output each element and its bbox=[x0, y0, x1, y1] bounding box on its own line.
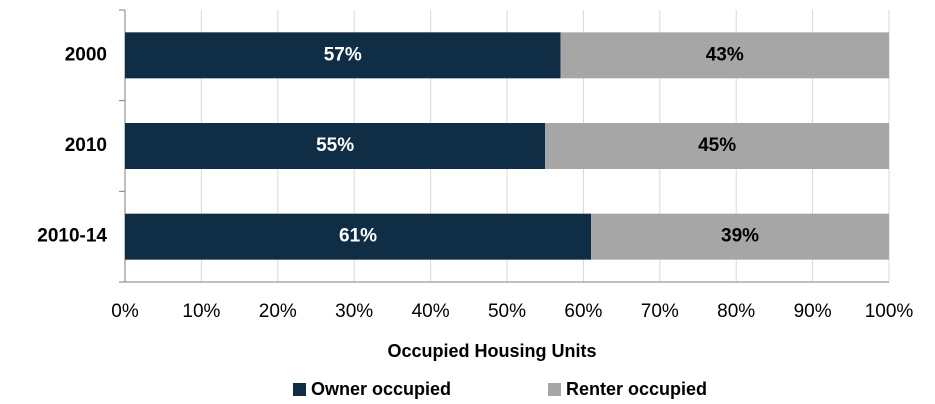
bar-segment bbox=[560, 32, 889, 79]
data-label: 55% bbox=[316, 135, 354, 156]
data-label: 45% bbox=[698, 135, 736, 156]
x-tick-label: 100% bbox=[865, 301, 914, 322]
bar-segment bbox=[125, 32, 561, 79]
x-tick-label: 50% bbox=[488, 301, 526, 322]
data-label: 43% bbox=[706, 44, 744, 65]
x-tick-label: 90% bbox=[794, 301, 832, 322]
y-tick-label: 2010-14 bbox=[37, 226, 107, 247]
legend-label: Owner occupied bbox=[311, 379, 451, 399]
x-tick-label: 20% bbox=[259, 301, 297, 322]
x-tick-label: 60% bbox=[564, 301, 602, 322]
x-axis-label: Occupied Housing Units bbox=[387, 341, 596, 361]
bar-segment bbox=[591, 213, 889, 260]
x-tick-label: 10% bbox=[182, 301, 220, 322]
x-tick-label: 40% bbox=[412, 301, 450, 322]
x-tick-label: 0% bbox=[111, 301, 139, 322]
y-tick-label: 2000 bbox=[65, 44, 107, 65]
y-tick-label: 2010 bbox=[65, 135, 107, 156]
legend-swatch bbox=[548, 383, 561, 396]
bar-segment bbox=[125, 123, 546, 169]
data-label: 57% bbox=[324, 44, 362, 65]
data-label: 39% bbox=[721, 226, 759, 247]
bar-segment bbox=[545, 123, 889, 169]
legend-swatch bbox=[293, 383, 306, 396]
bar-segment bbox=[125, 213, 592, 260]
data-label: 61% bbox=[339, 226, 377, 247]
legend-label: Renter occupied bbox=[566, 379, 707, 399]
x-tick-label: 70% bbox=[641, 301, 679, 322]
x-tick-label: 30% bbox=[335, 301, 373, 322]
x-tick-label: 80% bbox=[717, 301, 755, 322]
